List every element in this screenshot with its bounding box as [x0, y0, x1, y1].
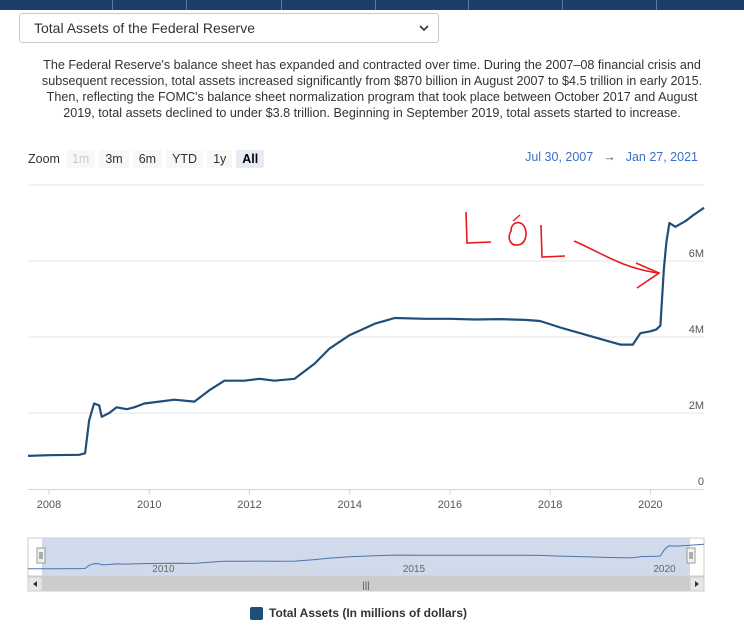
top-nav-separator: [375, 0, 376, 10]
chart-description: The Federal Reserve's balance sheet has …: [41, 58, 703, 120]
top-nav-separator: [281, 0, 282, 10]
x-tick-label: 2018: [538, 499, 562, 511]
zoom-label: Zoom: [28, 152, 60, 166]
dataset-select-value: Total Assets of the Federal Reserve: [34, 20, 255, 36]
grid-lines: [28, 184, 704, 414]
chevron-right-icon: [695, 581, 699, 587]
dataset-select[interactable]: Total Assets of the Federal Reserve: [19, 13, 439, 43]
x-axis: 2008 2010 2012 2014 2016 2018 2020: [28, 489, 704, 511]
annotation-arrowhead: [635, 262, 661, 289]
annotation-letter-o-slash: [512, 214, 521, 222]
top-nav-separator: [112, 0, 113, 10]
x-tick-label: 2010: [137, 499, 161, 511]
y-axis: 0 2M 4M 6M: [689, 248, 704, 488]
navigator-left-handle[interactable]: [36, 547, 46, 564]
chevron-down-icon: [419, 25, 429, 32]
y-tick-label: 4M: [689, 324, 704, 336]
range-arrow: →: [603, 150, 616, 164]
x-tick-label: 2020: [638, 499, 662, 511]
series-line-total-assets: [27, 206, 705, 457]
top-nav-separator: [562, 0, 563, 10]
scrollbar[interactable]: |||: [27, 576, 705, 592]
navigator[interactable]: 2010 2015 2020: [27, 537, 705, 577]
scrollbar-grip: |||: [362, 580, 369, 590]
y-tick-label: 2M: [689, 400, 704, 412]
y-tick-label: 0: [698, 476, 704, 488]
y-tick-label: 6M: [689, 248, 704, 260]
annotation-lol: [465, 211, 661, 289]
chevron-left-icon: [33, 581, 37, 587]
top-nav-separator: [656, 0, 657, 10]
navigator-right-handle[interactable]: [686, 547, 696, 564]
x-tick-label: 2014: [337, 499, 361, 511]
navigator-year-label: 2010: [152, 564, 175, 575]
legend-label: Total Assets (In millions of dollars): [269, 606, 468, 620]
zoom-all-button[interactable]: All: [236, 150, 265, 168]
legend-swatch: [250, 606, 263, 620]
navigator-year-label: 2020: [653, 564, 676, 575]
zoom-controls: Zoom 1m 3m 6m YTD 1y All: [28, 149, 268, 169]
top-nav-bar: [0, 0, 744, 10]
range-from-input[interactable]: Jul 30, 2007: [525, 150, 594, 164]
navigator-year-label: 2015: [403, 564, 426, 575]
date-range-display: Jul 30, 2007 → Jan 27, 2021: [525, 150, 698, 164]
zoom-6m-button[interactable]: 6m: [132, 150, 163, 168]
x-tick-label: 2012: [237, 499, 261, 511]
x-tick-label: 2008: [37, 499, 61, 511]
zoom-ytd-button[interactable]: YTD: [166, 150, 204, 168]
zoom-3m-button[interactable]: 3m: [99, 150, 129, 168]
range-to-input[interactable]: Jan 27, 2021: [625, 150, 698, 164]
zoom-1y-button[interactable]: 1y: [207, 150, 233, 168]
scrollbar-thumb[interactable]: [42, 577, 690, 591]
navigator-grid: [148, 538, 651, 576]
annotation-arrow: [573, 240, 659, 274]
legend-item-total-assets[interactable]: Total Assets (In millions of dollars): [250, 606, 467, 620]
zoom-1m-button[interactable]: 1m: [65, 150, 96, 168]
annotation-letter-o: [508, 221, 527, 246]
navigator-labels: 2010 2015 2020: [152, 564, 676, 575]
top-nav-separator: [468, 0, 469, 10]
navigator-series-line: [28, 543, 705, 570]
annotation-letter-l: [465, 211, 492, 244]
x-tick-label: 2016: [438, 499, 462, 511]
annotation-letter-l: [540, 224, 566, 258]
top-nav-separator: [186, 0, 187, 10]
